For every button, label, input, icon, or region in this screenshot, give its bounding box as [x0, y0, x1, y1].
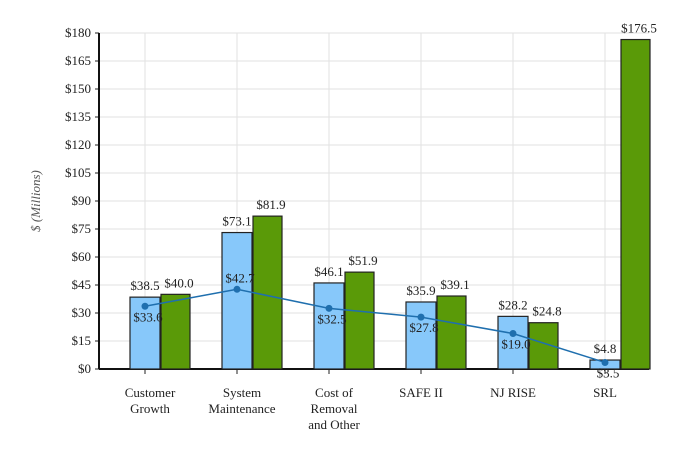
bar-label-series2: $51.9	[348, 253, 377, 268]
y-tick-label: $0	[78, 361, 91, 376]
line-point	[417, 313, 425, 321]
y-tick-label: $45	[72, 277, 92, 292]
bar-series2	[620, 38, 651, 370]
bar-label-series1: $35.9	[406, 283, 435, 298]
bar-label-series2: $176.5	[621, 21, 657, 36]
line-point	[325, 304, 333, 312]
bar-label-series2: $24.8	[532, 304, 561, 319]
line-path	[144, 288, 606, 364]
line-label: $32.5	[317, 311, 346, 326]
y-tick-label: $135	[65, 109, 91, 124]
line-point	[509, 330, 517, 338]
bar-series2	[436, 295, 467, 370]
bar-series1	[221, 231, 253, 370]
bar-label-series2: $39.1	[440, 277, 469, 292]
line-label: $33.6	[133, 309, 163, 324]
bar-series1	[497, 315, 529, 370]
bar-series2	[160, 293, 191, 370]
line-label: $19.0	[501, 337, 530, 352]
bar-series1	[405, 301, 437, 370]
y-tick-label: $60	[72, 249, 92, 264]
y-tick-label: $75	[72, 221, 92, 236]
x-tick-label: System Maintenance	[208, 385, 275, 416]
x-tick-label: NJ RISE	[490, 385, 536, 400]
y-tick-label: $105	[65, 165, 91, 180]
data-labels: $38.5 $40.0 $73.1 $81.9 $46.1 $51.9 $35.9 $39.1…	[130, 21, 657, 381]
y-tick-label: $120	[65, 137, 91, 152]
bar-label-series1: $46.1	[314, 264, 343, 279]
y-axis-label: $ (Millions)	[28, 170, 43, 232]
y-tick-label: $180	[65, 25, 91, 40]
line-label: $27.8	[409, 320, 438, 335]
y-tick-label: $30	[72, 305, 92, 320]
bar-series2	[344, 271, 375, 370]
bar-label-series2: $81.9	[256, 197, 285, 212]
x-tick-label: Customer Growth	[125, 385, 176, 416]
bar-series1	[313, 282, 345, 370]
line-series	[141, 285, 609, 366]
x-axis: Customer Growth System Maintenance Cost of Re…	[99, 368, 649, 432]
y-tick-label: $165	[65, 53, 91, 68]
line-point	[233, 285, 241, 293]
bar-series2	[252, 215, 283, 370]
bars	[129, 38, 651, 370]
y-tick-label: $150	[65, 81, 91, 96]
y-tick-label: $90	[72, 193, 92, 208]
bar-label-series1: $38.5	[130, 278, 159, 293]
bar-label-series2: $40.0	[164, 275, 193, 290]
x-tick-label: SRL	[593, 385, 617, 400]
x-tick-label: SAFE II	[399, 385, 443, 400]
line-point	[601, 358, 609, 366]
y-tick-label: $15	[72, 333, 92, 348]
line-point	[141, 302, 149, 310]
y-axis: $0 $15 $30 $45 $60 $75 $90 $105 $120 $135 $150 $165…	[65, 25, 100, 376]
x-tick-label: Cost of Removal and Other	[308, 385, 360, 432]
bar-label-series1: $28.2	[498, 297, 527, 312]
bar-label-series1: $73.1	[222, 214, 251, 229]
line-label: $42.7	[225, 270, 255, 285]
line-label: $3.5	[597, 365, 620, 380]
bar-label-series1: $4.8	[594, 341, 617, 356]
